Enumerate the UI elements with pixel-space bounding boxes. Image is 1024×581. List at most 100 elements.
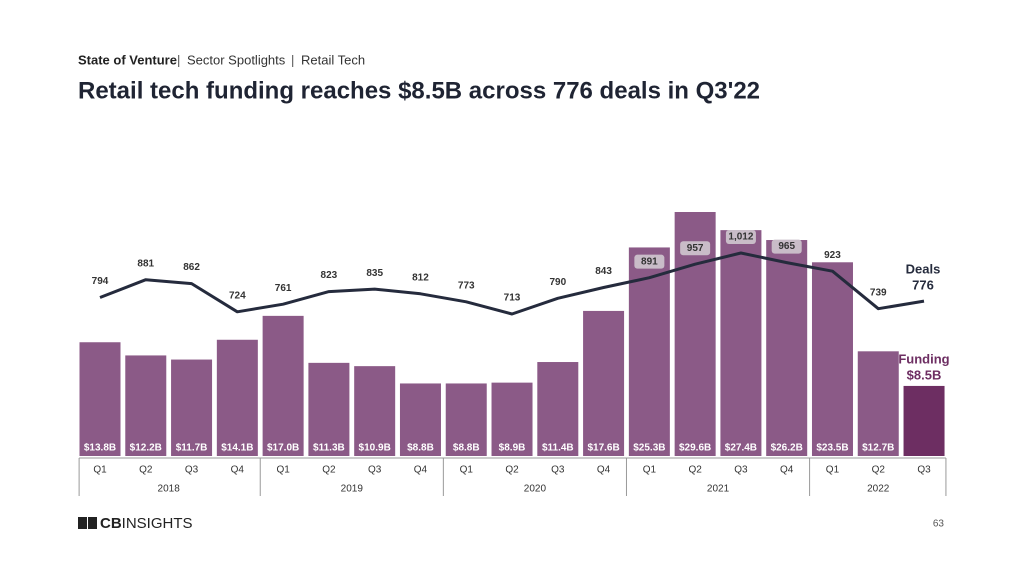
annotation: Deals [906,261,941,276]
bar-label: $14.1B [221,443,253,454]
group-label: 2019 [341,484,364,495]
header-topic: Retail Tech [301,52,365,67]
group-label: 2021 [707,484,730,495]
label-box [725,230,756,244]
x-tick-label: Q3 [551,465,565,476]
x-tick-label: Q4 [597,465,611,476]
bar-label: $11.7B [176,443,208,454]
header-sep: | [291,52,294,67]
deal-label: 881 [137,258,154,269]
bar [171,359,213,456]
x-tick-label: Q1 [460,465,474,476]
group-label: 2020 [524,484,547,495]
header-report: State of Venture [78,52,177,67]
bar-label: $25.3B [633,443,665,454]
logo-bold: CB [100,515,122,532]
bar [308,362,350,456]
x-tick-label: Q1 [826,465,840,476]
label-box [771,239,802,254]
deal-label: 790 [549,277,566,288]
deal-label: 773 [458,280,475,291]
bar-label: $10.9B [359,443,391,454]
x-tick-label: Q3 [185,465,199,476]
x-tick-label: Q4 [414,465,428,476]
logo-icon [78,517,87,529]
logo-icon [88,517,97,529]
deals-line [99,251,925,316]
x-tick-label: Q2 [872,465,886,476]
bar-label: $17.0B [267,443,299,454]
x-tick-label: Q2 [505,465,519,476]
bar-label: $29.6B [679,443,711,454]
logo-rest: INSIGHTS [122,515,193,532]
deal-label: 794 [92,276,109,287]
deal-label: 713 [504,293,521,304]
x-tick-label: Q4 [780,465,794,476]
x-tick-label: Q3 [368,465,382,476]
label-box [634,254,665,269]
bar-label: $17.6B [587,443,619,454]
bar-label: $12.7B [862,443,894,454]
bar-label: $8.9B [499,443,526,454]
bar [125,355,167,456]
annotation: $8.5B [907,367,942,382]
deal-label: 923 [824,250,841,261]
deal-label: 823 [321,270,338,281]
bar-label: $8.8B [453,443,480,454]
bar [79,342,121,456]
x-tick-label: Q4 [231,465,245,476]
bar [903,385,945,456]
x-tick-label: Q2 [322,465,336,476]
bar-label: $11.3B [313,443,345,454]
deal-label: 891 [641,256,658,267]
bar [445,383,487,456]
chart-title: Retail tech funding reaches $8.5B across… [78,77,760,104]
bar-label: $13.8B [84,443,116,454]
deal-label: 957 [687,243,704,254]
page-number: 63 [933,519,945,530]
header-sep: | [177,52,180,67]
bar-label: $8.8B [407,443,434,454]
bar-label: $11.4B [542,443,574,454]
deal-label: 761 [275,283,292,294]
bar [811,262,853,456]
bar [216,339,258,456]
x-tick-label: Q1 [276,465,290,476]
bar [399,383,441,456]
deal-label: 835 [366,268,383,279]
x-tick-label: Q2 [139,465,153,476]
group-label: 2022 [867,484,890,495]
x-tick-label: Q2 [688,465,702,476]
bar [628,247,670,456]
deal-label: 812 [412,272,429,283]
bar [491,382,533,456]
bar [857,351,899,456]
x-tick-label: Q1 [643,465,657,476]
bar [766,240,808,456]
bar-label: $26.2B [771,443,803,454]
bar [583,310,625,456]
deal-label: 739 [870,287,887,298]
deal-label: 862 [183,262,200,273]
bar [354,366,396,456]
deal-label: 965 [778,241,795,252]
bar-label: $27.4B [725,443,757,454]
bar [720,230,762,456]
bar-label: $12.2B [130,443,162,454]
deal-label: 1,012 [728,232,753,243]
group-label: 2018 [158,484,181,495]
bar-label: $23.5B [816,443,848,454]
bar [537,362,579,456]
header-section: Sector Spotlights [187,52,286,67]
deal-label: 843 [595,266,612,277]
x-tick-label: Q3 [917,465,931,476]
bar [262,315,304,456]
x-tick-label: Q3 [734,465,748,476]
label-box [680,241,711,256]
deal-label: 724 [229,290,246,301]
annotation: Funding [898,351,949,366]
logo: CBINSIGHTS [100,515,193,532]
x-tick-label: Q1 [93,465,107,476]
annotation: 776 [912,277,934,292]
